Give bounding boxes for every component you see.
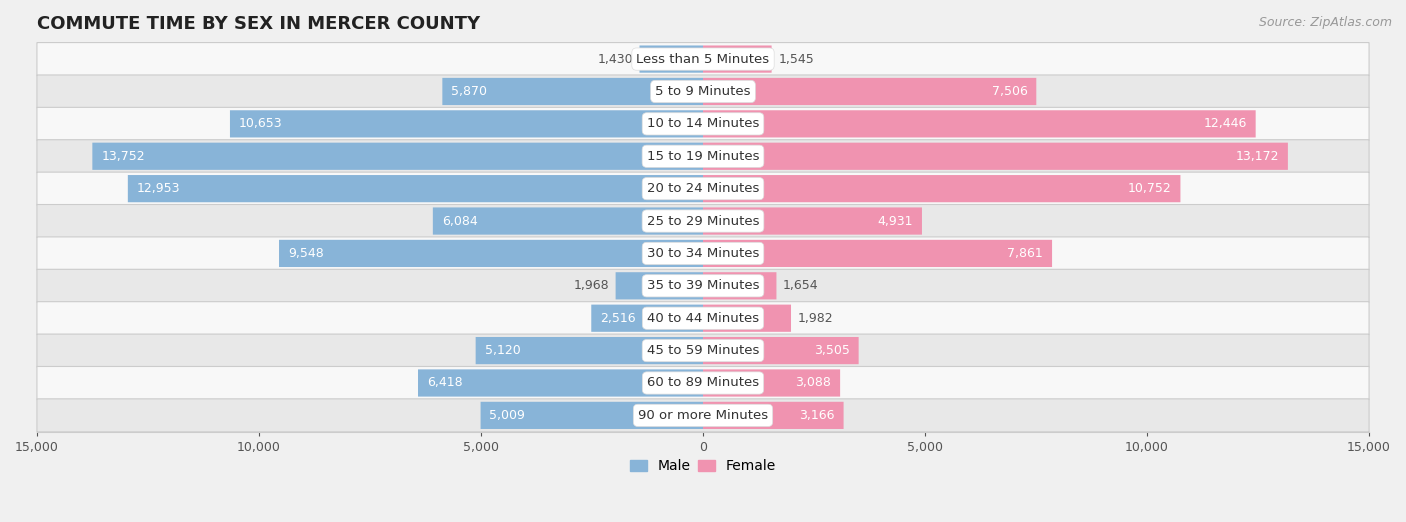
Text: 6,418: 6,418 <box>427 376 463 389</box>
Text: 2,516: 2,516 <box>600 312 636 325</box>
Text: Source: ZipAtlas.com: Source: ZipAtlas.com <box>1258 16 1392 29</box>
Text: 1,545: 1,545 <box>779 53 814 66</box>
FancyBboxPatch shape <box>231 110 703 137</box>
FancyBboxPatch shape <box>616 272 703 300</box>
FancyBboxPatch shape <box>703 175 1181 202</box>
FancyBboxPatch shape <box>703 143 1288 170</box>
Text: 45 to 59 Minutes: 45 to 59 Minutes <box>647 344 759 357</box>
Text: 60 to 89 Minutes: 60 to 89 Minutes <box>647 376 759 389</box>
FancyBboxPatch shape <box>93 143 703 170</box>
FancyBboxPatch shape <box>37 75 1369 108</box>
Text: 20 to 24 Minutes: 20 to 24 Minutes <box>647 182 759 195</box>
FancyBboxPatch shape <box>37 269 1369 302</box>
Text: 12,953: 12,953 <box>136 182 180 195</box>
Text: 1,430: 1,430 <box>598 53 633 66</box>
FancyBboxPatch shape <box>37 366 1369 399</box>
FancyBboxPatch shape <box>128 175 703 202</box>
FancyBboxPatch shape <box>433 207 703 235</box>
Text: 3,505: 3,505 <box>814 344 849 357</box>
FancyBboxPatch shape <box>443 78 703 105</box>
Text: 13,172: 13,172 <box>1236 150 1279 163</box>
Text: 10 to 14 Minutes: 10 to 14 Minutes <box>647 117 759 130</box>
Text: 1,968: 1,968 <box>574 279 609 292</box>
Text: 4,931: 4,931 <box>877 215 912 228</box>
FancyBboxPatch shape <box>703 337 859 364</box>
FancyBboxPatch shape <box>703 45 772 73</box>
Text: 30 to 34 Minutes: 30 to 34 Minutes <box>647 247 759 260</box>
Text: 10,752: 10,752 <box>1128 182 1171 195</box>
FancyBboxPatch shape <box>37 205 1369 238</box>
Text: 3,166: 3,166 <box>799 409 835 422</box>
Text: 5 to 9 Minutes: 5 to 9 Minutes <box>655 85 751 98</box>
Text: 35 to 39 Minutes: 35 to 39 Minutes <box>647 279 759 292</box>
Text: 12,446: 12,446 <box>1204 117 1247 130</box>
Text: 1,982: 1,982 <box>797 312 834 325</box>
Text: 15 to 19 Minutes: 15 to 19 Minutes <box>647 150 759 163</box>
Text: 5,120: 5,120 <box>485 344 520 357</box>
FancyBboxPatch shape <box>703 78 1036 105</box>
FancyBboxPatch shape <box>37 302 1369 335</box>
Text: 7,861: 7,861 <box>1008 247 1043 260</box>
Text: 5,870: 5,870 <box>451 85 488 98</box>
Text: 5,009: 5,009 <box>489 409 526 422</box>
FancyBboxPatch shape <box>703 305 792 332</box>
Text: 10,653: 10,653 <box>239 117 283 130</box>
Text: 90 or more Minutes: 90 or more Minutes <box>638 409 768 422</box>
Text: 13,752: 13,752 <box>101 150 145 163</box>
FancyBboxPatch shape <box>703 370 841 397</box>
FancyBboxPatch shape <box>37 43 1369 76</box>
FancyBboxPatch shape <box>703 110 1256 137</box>
FancyBboxPatch shape <box>37 140 1369 173</box>
FancyBboxPatch shape <box>640 45 703 73</box>
Text: 6,084: 6,084 <box>441 215 478 228</box>
FancyBboxPatch shape <box>475 337 703 364</box>
FancyBboxPatch shape <box>37 172 1369 205</box>
FancyBboxPatch shape <box>592 305 703 332</box>
Text: Less than 5 Minutes: Less than 5 Minutes <box>637 53 769 66</box>
Text: 3,088: 3,088 <box>796 376 831 389</box>
FancyBboxPatch shape <box>37 399 1369 432</box>
Text: 1,654: 1,654 <box>783 279 818 292</box>
Text: COMMUTE TIME BY SEX IN MERCER COUNTY: COMMUTE TIME BY SEX IN MERCER COUNTY <box>37 15 479 33</box>
FancyBboxPatch shape <box>37 334 1369 367</box>
Text: 25 to 29 Minutes: 25 to 29 Minutes <box>647 215 759 228</box>
FancyBboxPatch shape <box>37 108 1369 140</box>
FancyBboxPatch shape <box>703 272 776 300</box>
Legend: Male, Female: Male, Female <box>624 454 782 479</box>
FancyBboxPatch shape <box>418 370 703 397</box>
FancyBboxPatch shape <box>703 240 1052 267</box>
FancyBboxPatch shape <box>481 402 703 429</box>
FancyBboxPatch shape <box>703 402 844 429</box>
FancyBboxPatch shape <box>703 207 922 235</box>
FancyBboxPatch shape <box>278 240 703 267</box>
Text: 7,506: 7,506 <box>991 85 1028 98</box>
Text: 40 to 44 Minutes: 40 to 44 Minutes <box>647 312 759 325</box>
FancyBboxPatch shape <box>37 237 1369 270</box>
Text: 9,548: 9,548 <box>288 247 323 260</box>
